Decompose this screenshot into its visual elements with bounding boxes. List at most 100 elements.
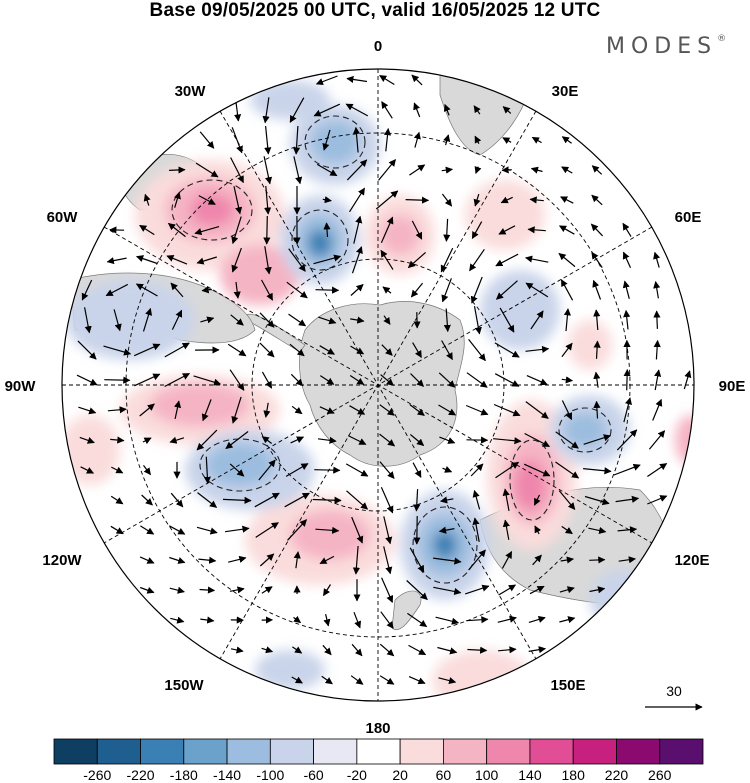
wind-vector <box>472 517 480 543</box>
wind-vector <box>592 279 602 300</box>
wind-vector <box>142 307 153 332</box>
wind-vector <box>468 549 486 571</box>
colorbar-tick-label: -260 <box>83 767 111 783</box>
wind-vector <box>106 257 127 265</box>
wind-vector <box>142 437 152 445</box>
wind-vector <box>379 675 395 685</box>
wind-vector <box>593 400 601 419</box>
wind-vector <box>469 248 485 272</box>
wind-vector <box>167 222 186 238</box>
wind-vector <box>495 280 518 300</box>
wind-vector <box>136 255 158 265</box>
wind-vector <box>528 646 547 654</box>
colorbar-tick-label: -220 <box>127 767 155 783</box>
wind-vector <box>501 550 513 569</box>
wind-vector <box>591 165 603 175</box>
new-zealand <box>391 590 422 630</box>
wind-vector <box>380 374 394 386</box>
wind-vector <box>593 371 601 388</box>
colorbar-swatch <box>96 738 141 765</box>
wind-vector <box>622 222 632 237</box>
wind-vector <box>350 345 365 355</box>
wind-vector <box>495 253 519 267</box>
wind-vector <box>291 676 303 684</box>
wind-vector <box>412 342 422 359</box>
wind-vector <box>379 404 395 416</box>
wind-vector <box>616 429 638 451</box>
wind-vector <box>531 136 542 144</box>
wind-vector <box>473 193 481 207</box>
colorbar-tick-label: 20 <box>392 767 408 783</box>
wind-vector <box>383 315 391 325</box>
wind-vector <box>261 646 274 654</box>
wind-vector <box>170 492 184 508</box>
wind-vector <box>555 461 580 479</box>
wind-vector <box>560 196 574 204</box>
wind-vector <box>352 126 361 153</box>
wind-vector <box>288 313 307 327</box>
wind-vector <box>439 496 454 504</box>
wind-vector <box>346 159 368 181</box>
wind-vector <box>555 431 579 449</box>
wind-vector <box>381 344 393 356</box>
wind-vector <box>285 463 309 477</box>
wind-vector <box>473 105 481 115</box>
wind-vector <box>433 557 462 565</box>
lon-label-150w: 150W <box>164 677 204 694</box>
wind-vector <box>105 283 129 297</box>
wind-vector <box>288 248 306 272</box>
wind-vector <box>525 401 549 419</box>
wind-vector <box>169 586 185 594</box>
wind-vector <box>133 343 161 357</box>
wind-vector <box>439 436 456 444</box>
brand-registered-mark: ® <box>717 34 727 44</box>
lon-label-120w: 120W <box>42 552 82 569</box>
wind-vector <box>623 397 632 423</box>
wind-vector <box>139 403 155 417</box>
wind-vector <box>466 372 488 388</box>
wind-vector <box>443 134 451 146</box>
wind-vector <box>199 586 216 594</box>
wind-vector <box>528 615 546 623</box>
wind-vector <box>198 556 217 564</box>
wind-vector <box>465 584 490 595</box>
colorbar-tick-label: -20 <box>347 767 367 783</box>
wind-vector <box>110 525 124 535</box>
wind-vector <box>441 193 453 207</box>
wind-vector <box>558 252 576 268</box>
colorbar-swatch <box>313 738 358 765</box>
wind-vector <box>353 215 363 244</box>
wind-vector <box>383 516 393 545</box>
wind-vector <box>170 282 184 298</box>
wind-vector <box>198 195 216 205</box>
wind-vector <box>498 225 516 235</box>
wind-vector <box>290 436 305 444</box>
colorbar-swatch <box>53 738 98 765</box>
colorbar-swatch <box>183 738 228 765</box>
wind-vector <box>653 251 661 268</box>
anomaly-field <box>62 80 694 701</box>
colorbar-swatch <box>616 738 661 765</box>
wind-vector <box>284 492 310 508</box>
wind-vector <box>166 255 188 265</box>
wind-vector <box>259 553 275 567</box>
wind-vector <box>381 101 393 119</box>
wind-vector <box>262 97 270 124</box>
wind-vector <box>413 102 421 118</box>
wind-vector <box>623 309 631 330</box>
wind-vector <box>139 224 155 236</box>
wind-vector <box>618 556 637 564</box>
wind-vector <box>623 368 631 391</box>
wind-vector <box>440 247 454 273</box>
colorbar: -260 -220 -180 -140 -100 -60 -20 20 60 100 140 180 2… <box>53 738 704 783</box>
wind-vector <box>433 586 462 595</box>
lon-label-120e: 120E <box>674 552 709 569</box>
wind-vector <box>470 463 484 477</box>
wind-vector <box>169 436 185 444</box>
wind-vector <box>438 677 457 685</box>
wind-vector <box>316 163 338 177</box>
wind-vector <box>293 551 301 569</box>
wind-vector <box>408 676 426 685</box>
wind-vector <box>560 279 574 301</box>
wind-vector <box>437 646 458 655</box>
